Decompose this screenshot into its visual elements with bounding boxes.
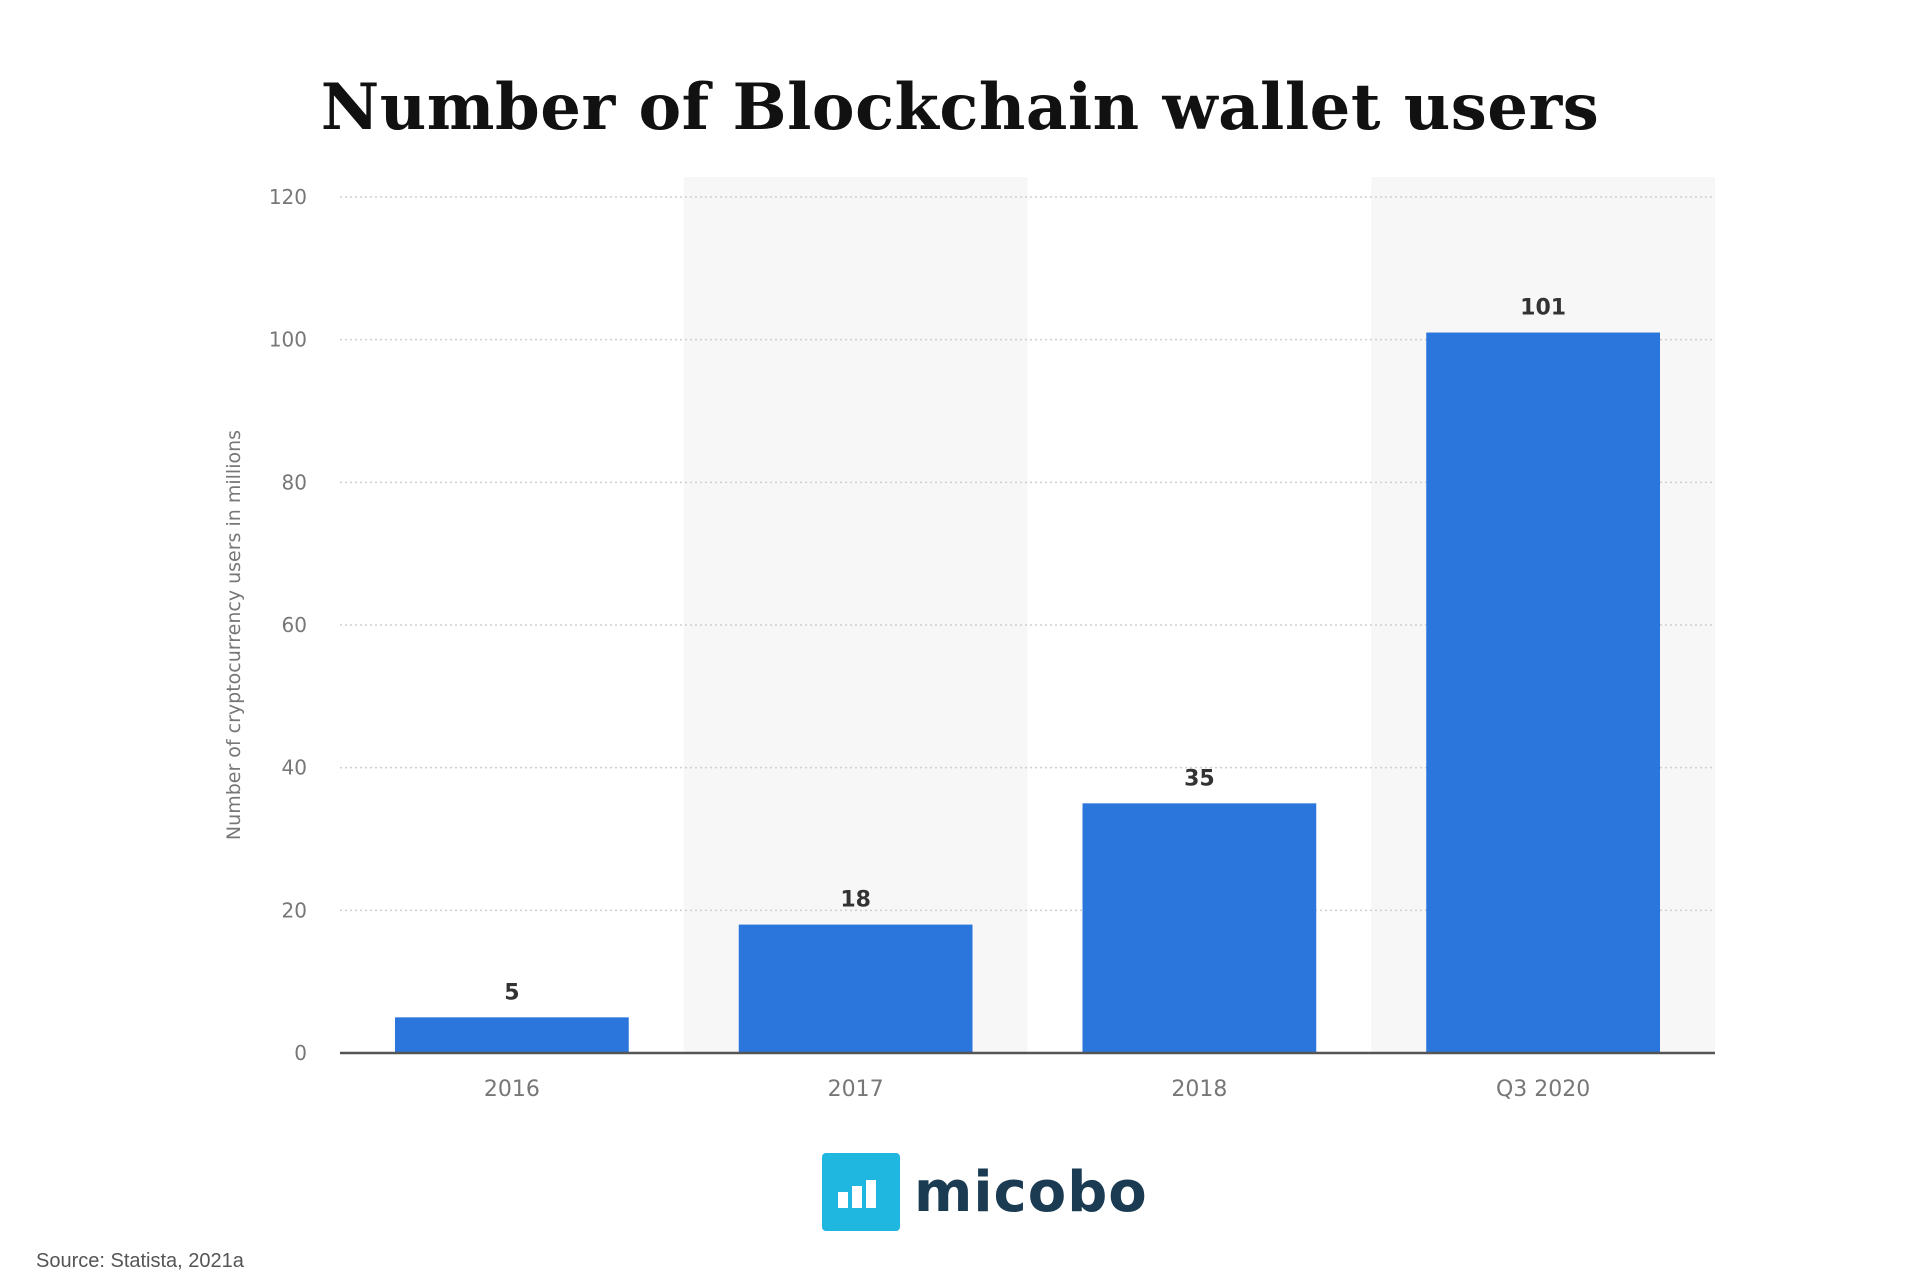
y-tick-label-60: 60: [282, 613, 307, 637]
y-tick-label-80: 80: [282, 470, 307, 494]
band-1: [683, 177, 1028, 1053]
micobo-logo: micobo: [822, 1153, 1148, 1231]
y-tick-label-100: 100: [269, 328, 307, 352]
x-tick-label-1: 2017: [828, 1077, 884, 1102]
bar-q3-2020: [1426, 332, 1660, 1053]
bars: [395, 332, 1660, 1053]
x-tick-label-3: Q3 2020: [1496, 1077, 1590, 1102]
y-tick-label-0: 0: [294, 1041, 307, 1065]
y-tick-label-40: 40: [282, 756, 307, 780]
bar-2018: [1082, 803, 1317, 1053]
x-axis-ticks: 2016 2017 2018 Q3 2020: [484, 1077, 1590, 1102]
x-tick-label-2: 2018: [1171, 1077, 1227, 1102]
x-tick-label-0: 2016: [484, 1077, 540, 1102]
data-label-0: 5: [504, 980, 519, 1005]
data-label-1: 18: [840, 888, 871, 913]
y-tick-label-20: 20: [282, 898, 307, 922]
bar-2017: [738, 924, 973, 1053]
logo-text: micobo: [914, 1159, 1148, 1225]
bar-2016: [395, 1017, 629, 1053]
bar-chart: 0 20 40 60 80 100 120 5 18 35 101 2016 2017 2018 Q3 …: [223, 177, 1715, 1102]
y-axis-ticks: 0 20 40 60 80 100 120: [269, 185, 307, 1065]
y-axis-label: Number of cryptocurrency users in millio…: [223, 430, 245, 840]
bar-chart-logo-icon: [822, 1153, 900, 1231]
source-note: Source: Statista, 2021a: [36, 1250, 244, 1272]
data-label-3: 101: [1520, 296, 1566, 321]
data-label-2: 35: [1184, 766, 1215, 791]
data-labels: 5 18 35 101: [504, 296, 1566, 1006]
chart-title: Number of Blockchain wallet users: [320, 70, 1600, 145]
y-tick-label-120: 120: [269, 185, 307, 209]
